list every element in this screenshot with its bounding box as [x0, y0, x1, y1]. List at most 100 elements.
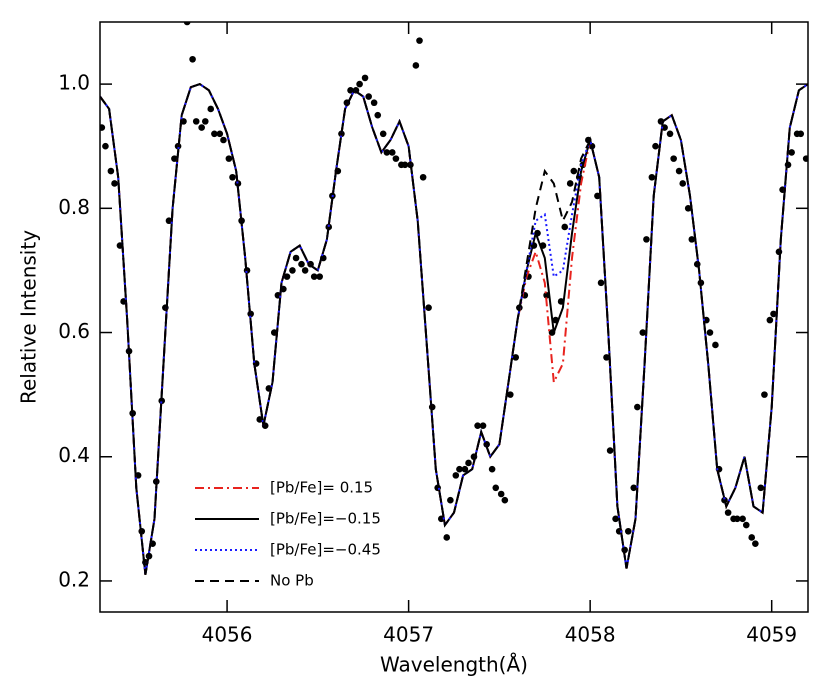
observed-point — [630, 484, 638, 492]
observed-point — [488, 465, 496, 473]
observed-point — [739, 515, 746, 523]
observed-point — [383, 149, 391, 156]
y-tick-label: 0.4 — [58, 443, 90, 467]
observed-point — [379, 130, 387, 138]
observed-point — [606, 447, 614, 454]
observed-point — [289, 267, 296, 274]
observed-point — [706, 329, 714, 336]
y-tick-label: 0.8 — [58, 195, 90, 219]
observed-point — [456, 465, 463, 473]
observed-point — [201, 118, 209, 125]
y-axis-label: Relative Intensity — [17, 230, 41, 404]
observed-point — [766, 316, 774, 324]
observed-point — [612, 515, 619, 523]
observed-point — [506, 391, 514, 398]
observed-point — [189, 55, 196, 63]
observed-point — [298, 260, 305, 268]
observed-point — [688, 236, 696, 243]
observed-point — [183, 22, 191, 26]
y-tick-label: 0.6 — [58, 319, 90, 343]
observed-point — [597, 279, 605, 287]
x-tick-label: 4058 — [565, 623, 616, 647]
x-tick-label: 4057 — [383, 623, 434, 647]
observed-point — [461, 465, 469, 473]
observed-point — [474, 422, 481, 429]
observed-point — [566, 180, 574, 187]
observed-point — [347, 87, 354, 94]
observed-point — [679, 180, 687, 187]
observed-point — [171, 155, 178, 162]
model-line — [100, 82, 808, 575]
observed-point — [634, 403, 641, 411]
model-line — [100, 82, 808, 575]
observed-point — [216, 130, 224, 138]
observed-point — [310, 273, 318, 280]
x-axis-label: Wavelength(Å) — [380, 653, 528, 677]
observed-point — [639, 329, 647, 336]
observed-point — [479, 422, 487, 429]
observed-point — [365, 93, 372, 100]
observed-point — [392, 155, 400, 162]
observed-point — [370, 99, 378, 107]
observed-point — [198, 124, 205, 131]
observed-point — [301, 267, 309, 274]
observed-point — [443, 534, 451, 541]
observed-point — [388, 149, 396, 156]
observed-point — [570, 167, 578, 175]
observed-point — [712, 341, 719, 349]
observed-point — [724, 509, 732, 516]
observed-point — [107, 167, 115, 175]
observed-point — [425, 304, 432, 311]
observed-point — [752, 540, 759, 547]
observed-point — [497, 490, 505, 498]
observed-point — [603, 354, 610, 361]
observed-point — [102, 142, 109, 150]
observed-point — [100, 124, 106, 131]
observed-point — [283, 273, 291, 280]
observed-point — [361, 74, 369, 82]
observed-point — [452, 472, 460, 479]
observed-point — [165, 217, 173, 225]
legend-label: [Pb/Fe]=−0.45 — [270, 541, 381, 559]
observed-point — [111, 180, 118, 187]
observed-point — [416, 37, 423, 44]
plot-frame — [99, 21, 809, 613]
observed-point — [229, 173, 236, 181]
observed-point — [733, 515, 741, 523]
model-line — [100, 82, 808, 575]
observed-point — [788, 149, 795, 156]
observed-point — [742, 521, 750, 529]
observed-point — [412, 62, 420, 69]
observed-point — [594, 192, 601, 200]
model-line — [100, 82, 808, 575]
observed-point — [192, 118, 200, 125]
observed-point — [512, 354, 520, 361]
observed-point — [675, 167, 683, 175]
observed-point — [561, 223, 569, 231]
observed-point — [748, 534, 756, 541]
y-tick-label: 0.2 — [58, 567, 90, 591]
observed-point — [684, 205, 692, 212]
observed-point — [757, 484, 765, 492]
observed-point — [292, 254, 300, 262]
observed-point — [666, 130, 674, 138]
observed-point — [648, 173, 656, 181]
observed-point — [761, 391, 768, 398]
x-tick-label: 4056 — [202, 623, 253, 647]
observed-point — [207, 105, 215, 113]
observed-point — [492, 484, 500, 492]
observed-point — [624, 527, 632, 535]
observed-point — [225, 155, 233, 162]
observed-point — [643, 236, 650, 243]
observed-point — [220, 136, 227, 144]
y-tick-label: 1.0 — [58, 71, 90, 95]
legend-label: [Pb/Fe]=−0.15 — [270, 510, 381, 528]
legend-label: No Pb — [270, 572, 314, 590]
observed-point — [797, 130, 805, 138]
observed-point — [356, 80, 363, 88]
observed-point — [775, 248, 783, 256]
observed-point — [401, 161, 409, 169]
observed-point — [670, 155, 677, 162]
